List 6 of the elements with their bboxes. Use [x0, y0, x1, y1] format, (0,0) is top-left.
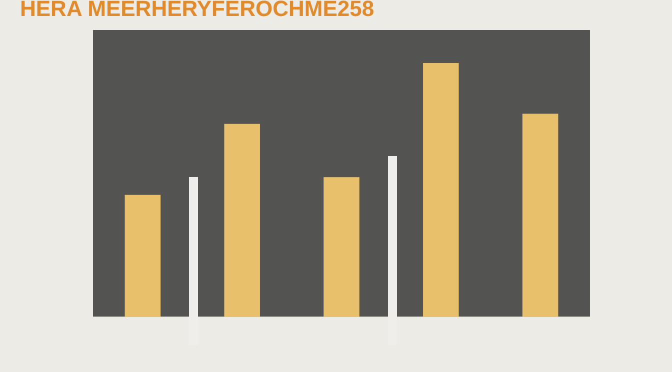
- bar: [522, 114, 558, 317]
- bar: [324, 177, 360, 317]
- bar: [224, 124, 260, 317]
- chart-title: HERA MEERHERYFEROCHME258: [20, 0, 374, 22]
- bar: [124, 194, 161, 317]
- bar: [423, 62, 459, 317]
